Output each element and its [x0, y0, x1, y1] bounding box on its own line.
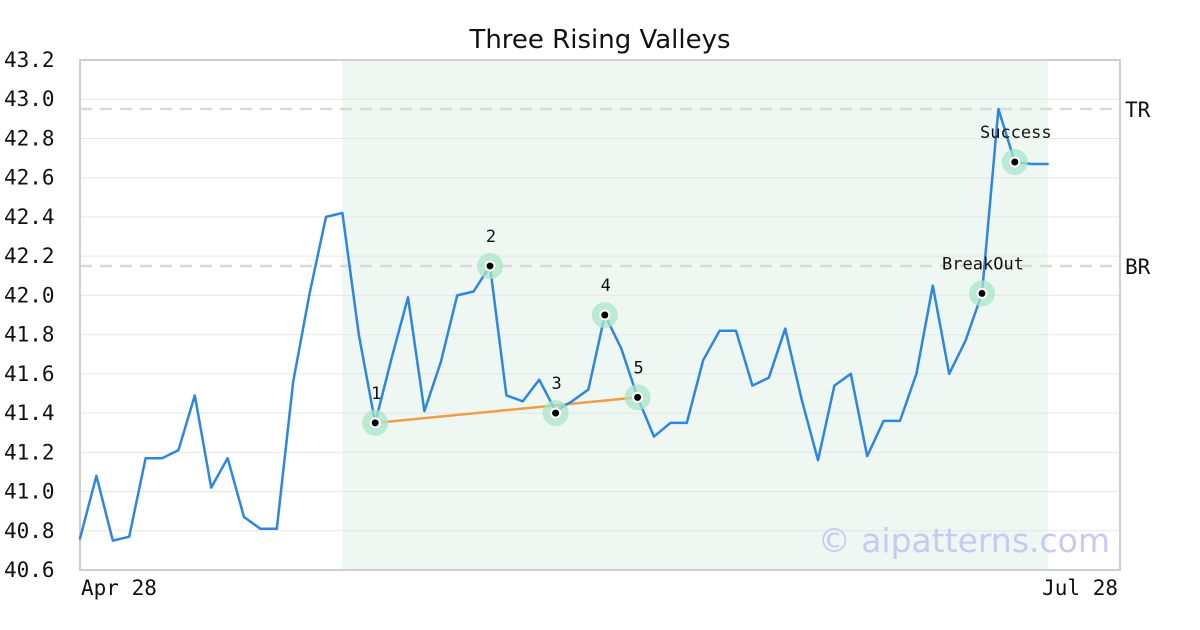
- watermark: © aipatterns.com: [818, 521, 1110, 560]
- point-label: 2: [486, 227, 496, 247]
- y-tick-label: 42.8: [4, 126, 55, 150]
- chart-title: Three Rising Valleys: [468, 25, 730, 55]
- point-marker: [486, 262, 494, 270]
- y-tick-label: 42.2: [4, 244, 55, 268]
- plot-frame: [79, 59, 1121, 571]
- trend-line: [375, 396, 638, 425]
- point-marker: [371, 419, 379, 427]
- trend-line-layer: [375, 396, 638, 425]
- y-tick-label: 43.0: [4, 87, 55, 111]
- point-label: Success: [980, 123, 1052, 143]
- x-tick-label: Jul 28: [1042, 576, 1118, 600]
- x-tick-label: Apr 28: [81, 576, 157, 600]
- point-label: BreakOut: [942, 254, 1024, 274]
- y-tick-label: 42.6: [4, 166, 55, 190]
- y-tick-label: 41.2: [4, 440, 55, 464]
- y-tick-label: 41.0: [4, 480, 55, 504]
- pattern-region-layer: [342, 60, 1048, 570]
- point-marker: [978, 289, 986, 297]
- y-axis-ticks: 40.6 40.8 41.0 41.2 41.4 41.6 41.8 42.0 42.2 42.4…: [4, 48, 55, 582]
- y-tick-label: 40.6: [4, 558, 55, 582]
- point-label: 3: [551, 374, 561, 394]
- point-label: 1: [371, 384, 381, 404]
- point-marker: [552, 409, 560, 417]
- y-tick-label: 42.4: [4, 205, 55, 229]
- y-tick-label: 43.2: [4, 48, 55, 72]
- y-tick-label: 42.0: [4, 283, 55, 307]
- point-marker: [634, 393, 642, 401]
- marked-points-layer: 1 2 3 4 5 BreakOut Success: [362, 123, 1052, 436]
- point-label: 5: [633, 358, 643, 378]
- y-tick-label: 40.8: [4, 519, 55, 543]
- reference-line-label: BR: [1125, 255, 1151, 279]
- point-label: 4: [601, 276, 611, 296]
- y-tick-label: 41.6: [4, 362, 55, 386]
- y-tick-label: 41.8: [4, 323, 55, 347]
- y-tick-label: 41.4: [4, 401, 55, 425]
- reference-line-label: TR: [1125, 98, 1151, 122]
- point-marker: [601, 311, 609, 319]
- x-axis-ticks: Apr 28 Jul 28: [81, 576, 1118, 600]
- point-marker: [1011, 158, 1019, 166]
- reference-lines-layer: TR BR: [80, 98, 1151, 279]
- pattern-region: [342, 60, 1048, 570]
